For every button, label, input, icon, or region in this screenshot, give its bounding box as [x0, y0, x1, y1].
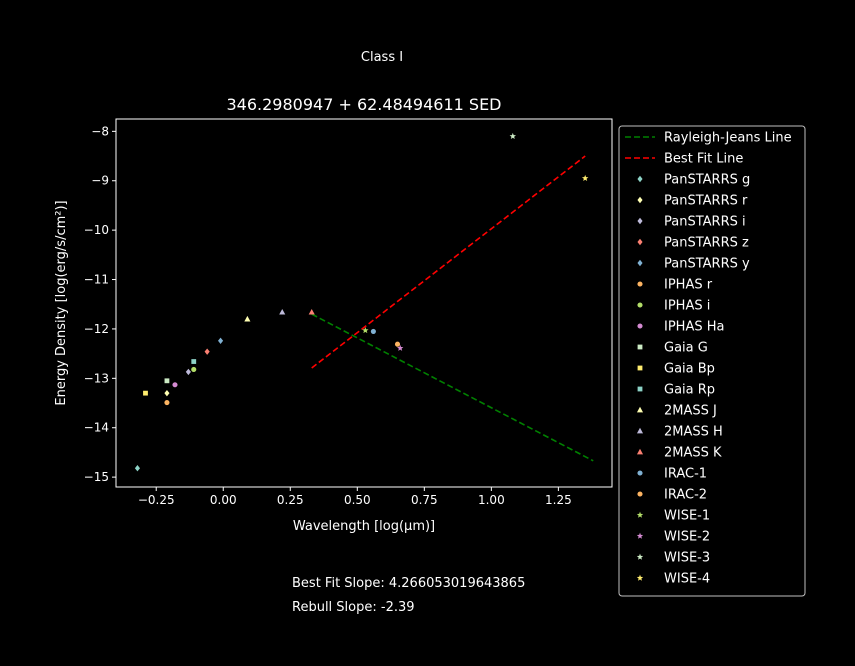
x-tick-label: 1.25: [545, 493, 572, 507]
legend-box: [618, 125, 806, 597]
legend-marker-swatch: [637, 259, 643, 267]
wise-1-point: [362, 327, 369, 334]
panstarrs-i-point: [185, 368, 191, 376]
legend-entry-label: WISE-3: [664, 551, 710, 566]
legend-entry-label: IPHAS Ha: [664, 320, 724, 335]
2mass-h-point: [279, 308, 286, 315]
panstarrs-y-point: [218, 337, 224, 344]
axis-labels: Wavelength [log(μm)] Energy Density [log(…: [54, 200, 435, 534]
x-tick-label: −0.25: [138, 493, 175, 507]
legend-entry-label: Gaia Rp: [664, 383, 715, 398]
x-tick-label: 1.00: [478, 493, 505, 507]
x-tick-label: 0.50: [344, 493, 371, 507]
legend-marker-swatch: [637, 491, 643, 497]
best-fit-line-series-line: [311, 155, 586, 369]
legend-entry-label: PanSTARRS y: [664, 257, 750, 272]
wise-2-point: [397, 344, 404, 351]
x-axis-label: Wavelength [log(μm)]: [293, 519, 435, 534]
legend-marker-swatch: [637, 470, 643, 476]
y-tick-label: −13: [84, 371, 109, 385]
y-tick-label: −10: [84, 223, 109, 237]
gaia-rp-point: [191, 359, 197, 364]
legend-marker-swatch: [636, 448, 644, 455]
rayleigh-jeans-line-series-line: [311, 313, 594, 462]
legend-entry-label: WISE-2: [664, 530, 710, 545]
legend-marker-swatch: [637, 238, 643, 246]
legend-marker-swatch: [636, 406, 644, 413]
2mass-j-point: [244, 315, 251, 322]
legend-entry-label: IRAC-2: [664, 488, 707, 503]
legend-marker-swatch: [637, 175, 643, 183]
legend-marker-swatch: [636, 532, 644, 539]
legend-entry-label: 2MASS H: [664, 425, 723, 440]
y-axis-label: Energy Density [log(erg/s/cm²)]: [54, 200, 69, 405]
legend-entry-label: 2MASS J: [664, 404, 717, 419]
rebull-slope-text: Rebull Slope: -2.39: [292, 600, 415, 615]
iphas-i-point: [191, 366, 197, 372]
legend-marker-swatch: [636, 574, 644, 581]
legend-entry-label: 2MASS K: [664, 446, 722, 461]
legend-entry-label: IPHAS i: [664, 299, 710, 314]
irac-1-point: [370, 328, 376, 334]
panstarrs-r-point: [164, 389, 170, 397]
panstarrs-z-point: [204, 348, 210, 355]
figure-suptitle: Class I: [361, 50, 403, 65]
panstarrs-g-point: [134, 465, 141, 472]
legend-entry-label: Gaia Bp: [664, 362, 715, 377]
x-tick-label: 0.75: [411, 493, 438, 507]
irac-2-point: [394, 341, 401, 347]
wise-4-point: [581, 174, 589, 181]
legend-entry-label: Gaia G: [664, 341, 708, 356]
gaia-g-point: [164, 378, 170, 384]
legend-entry-label: Best Fit Line: [664, 152, 743, 167]
legend-entry-label: PanSTARRS r: [664, 194, 748, 209]
axes-frame: [115, 118, 613, 488]
legend-entry-label: IPHAS r: [664, 278, 713, 293]
2mass-k-point: [308, 308, 315, 315]
legend-entry-label: Rayleigh-Jeans Line: [664, 131, 792, 146]
legend-marker-swatch: [637, 323, 643, 329]
iphas-r-point: [164, 399, 170, 406]
chart-title: 346.2980947 + 62.48494611 SED: [226, 95, 501, 114]
legend-marker-swatch: [636, 511, 644, 518]
legend-marker-swatch: [637, 196, 643, 204]
legend: Rayleigh-Jeans Line Best Fit Line PanSTARR…: [618, 125, 806, 597]
legend-entry-label: WISE-1: [664, 509, 710, 524]
legend-marker-swatch: [637, 344, 643, 350]
legend-marker-swatch: [636, 427, 644, 434]
iphas-ha-point: [172, 382, 178, 388]
legend-marker-swatch: [637, 302, 643, 308]
y-tick-label: −11: [84, 273, 109, 287]
best-fit-slope-text: Best Fit Slope: 4.266053019643865: [292, 576, 526, 591]
wise-3-point: [509, 132, 516, 140]
plot-area: −0.25 0.00 0.25 0.50 0.75 1.00 1.25 −8 −9 −10 −11 −…: [84, 118, 613, 507]
x-tick-label: 0.25: [277, 493, 304, 507]
legend-entry-label: WISE-4: [664, 572, 710, 587]
legend-entry-label: IRAC-1: [664, 467, 707, 482]
legend-entry-label: PanSTARRS i: [664, 215, 746, 230]
gaia-bp-point: [143, 390, 148, 396]
legend-entry-label: PanSTARRS g: [664, 173, 750, 188]
y-tick-label: −12: [84, 322, 109, 336]
y-tick-label: −8: [91, 124, 109, 138]
x-tick-label: 0.00: [210, 493, 237, 507]
y-tick-label: −9: [91, 174, 109, 188]
legend-entry-label: PanSTARRS z: [664, 236, 749, 251]
legend-marker-swatch: [637, 365, 643, 371]
y-tick-label: −14: [84, 421, 109, 435]
legend-marker-swatch: [637, 281, 643, 287]
y-tick-label: −15: [84, 470, 109, 484]
legend-marker-swatch: [637, 386, 643, 392]
legend-marker-swatch: [636, 553, 644, 560]
legend-marker-swatch: [637, 217, 643, 225]
